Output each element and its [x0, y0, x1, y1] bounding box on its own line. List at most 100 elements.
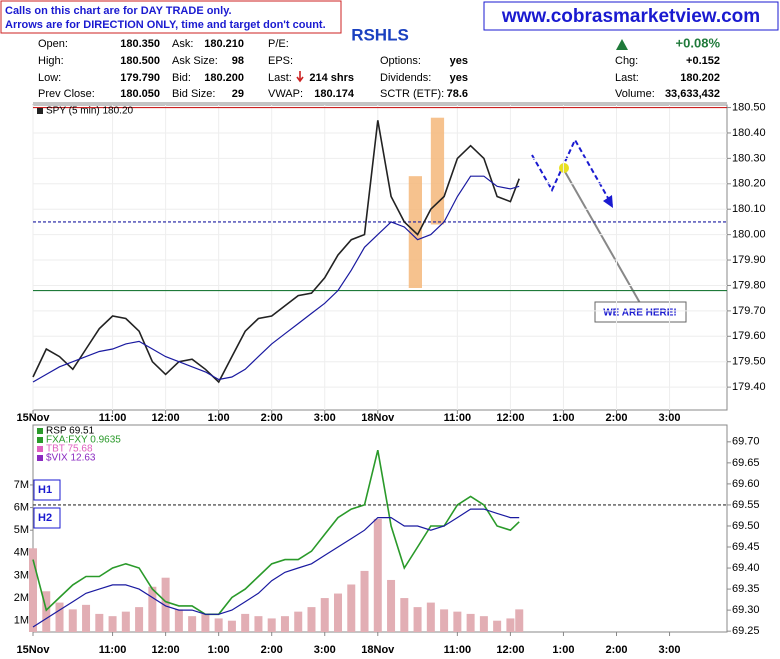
x-tick-label: 3:00 — [314, 412, 336, 424]
quote-label: Dividends: — [380, 72, 431, 84]
x-tick-label: 3:00 — [659, 644, 681, 656]
quote-label: Volume: — [615, 88, 655, 100]
quote-value: 180.210 — [204, 38, 244, 50]
volume-bar — [227, 620, 236, 632]
legend-swatch — [37, 108, 43, 114]
series-line — [32, 450, 520, 616]
quote-value: 180.350 — [120, 38, 160, 50]
y-tick-label: 179.60 — [732, 330, 766, 342]
volume-bar — [466, 613, 475, 632]
volume-bar — [121, 611, 130, 632]
legend-entry: RSP 69.51 — [46, 426, 95, 437]
x-tick-label: 3:00 — [314, 644, 336, 656]
x-tick-label: 15Nov — [16, 412, 50, 424]
y2-tick-label: 3M — [14, 569, 29, 581]
y2-tick-label: 6M — [14, 501, 29, 513]
x-tick-label: 11:00 — [444, 412, 472, 424]
x-tick-label: 2:00 — [605, 644, 627, 656]
y2-tick-label: 4M — [14, 547, 29, 559]
x-tick-label: 11:00 — [99, 644, 127, 656]
volume-bar — [82, 604, 91, 632]
volume-bar — [479, 616, 488, 632]
x-tick-label: 15Nov — [16, 644, 50, 656]
quote-value: 180.202 — [680, 72, 720, 84]
quote-value: 98 — [232, 55, 244, 67]
volume-bar — [174, 609, 183, 632]
volume-bar — [214, 618, 223, 632]
legend-swatch — [37, 455, 43, 461]
quote-label: Ask: — [172, 38, 193, 50]
volume-bar — [347, 584, 356, 632]
volume-bar — [440, 609, 449, 632]
volume-bar — [29, 548, 37, 632]
y2-tick-label: 7M — [14, 479, 29, 491]
y2-tick-label: 2M — [14, 592, 29, 604]
x-tick-label: 1:00 — [552, 644, 574, 656]
y-tick-label: 180.40 — [732, 127, 766, 139]
chart-panel: 69.25 69.30 69.35 69.40 69.45 69.50 69.55 69.60… — [14, 426, 760, 656]
quote-value: yes — [450, 55, 468, 67]
y-tick-label: 179.40 — [732, 381, 766, 393]
quote-value: 78.6 — [447, 88, 468, 100]
y-tick-label: 69.65 — [732, 457, 760, 469]
notice-box — [0, 0, 342, 34]
x-tick-label: 12:00 — [496, 412, 524, 424]
y-tick-label: 180.00 — [732, 229, 766, 241]
x-tick-label: 11:00 — [99, 412, 127, 424]
volume-bar — [515, 609, 524, 632]
volume-bar — [307, 607, 316, 632]
callout-text: WE ARE HERE! — [603, 308, 677, 319]
y-tick-label: 69.45 — [732, 541, 760, 553]
quote-label: VWAP: — [268, 88, 303, 100]
quote-label: Low: — [38, 72, 61, 84]
volume-bar — [334, 593, 343, 632]
y-tick-label: 69.70 — [732, 436, 760, 448]
y-tick-label: 69.35 — [732, 583, 760, 595]
website-box — [483, 1, 779, 31]
quote-label: Bid: — [172, 72, 191, 84]
quote-label: Open: — [38, 38, 68, 50]
y-tick-label: 69.55 — [732, 499, 760, 511]
x-tick-label: 2:00 — [605, 412, 627, 424]
x-tick-label: 3:00 — [659, 412, 681, 424]
legend-entry: TBT 75.68 — [46, 444, 93, 455]
y-tick-label: 179.70 — [732, 305, 766, 317]
forecast-arrowhead — [603, 195, 613, 208]
quote-value: 180.174 — [314, 88, 355, 100]
legend-swatch — [37, 446, 43, 452]
quote-label: Prev Close: — [38, 88, 95, 100]
symbol: RSHLS — [351, 25, 409, 44]
quote-value: 29 — [232, 88, 244, 100]
quote-label: Last: — [615, 72, 639, 84]
quote-value: 180.200 — [204, 72, 244, 84]
y-tick-label: 180.30 — [732, 152, 766, 164]
x-tick-label: 1:00 — [208, 644, 230, 656]
down-arrow-icon — [296, 71, 304, 83]
volume-bar — [95, 613, 104, 632]
callout-box — [594, 301, 687, 323]
level-box — [33, 479, 61, 501]
quote-label: P/E: — [268, 38, 289, 50]
volume-bar — [400, 598, 409, 632]
series-line — [32, 508, 520, 628]
legend-swatch — [37, 437, 43, 443]
quote-value: 179.790 — [120, 72, 160, 84]
series-line — [32, 175, 520, 383]
y2-tick-label: 1M — [14, 615, 29, 627]
callout-pointer — [563, 169, 641, 304]
volume-bar — [373, 518, 382, 632]
y-tick-label: 179.50 — [732, 356, 766, 368]
level-box — [33, 507, 61, 529]
volume-bar — [320, 598, 329, 632]
x-tick-label: 11:00 — [444, 644, 472, 656]
x-tick-label: 18Nov — [361, 644, 395, 656]
quote-label: EPS: — [268, 55, 293, 67]
legend-swatch — [37, 428, 43, 434]
quote-label: Chg: — [615, 55, 638, 67]
quote-value: yes — [450, 72, 468, 84]
quote-label: High: — [38, 55, 64, 67]
volume-bar — [254, 616, 263, 632]
current-position-marker — [559, 163, 569, 173]
y-tick-label: 180.20 — [732, 178, 766, 190]
